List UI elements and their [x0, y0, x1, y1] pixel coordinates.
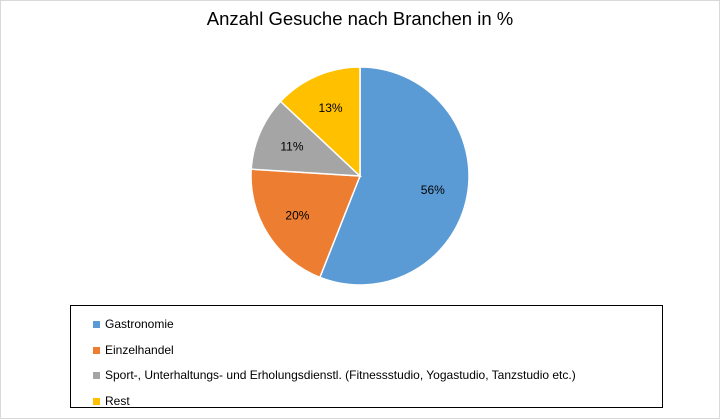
pie-slice-gastronomie: [318, 66, 470, 286]
data-label-gastronomie: 56%: [421, 183, 445, 197]
legend-item-rest: Rest: [71, 389, 662, 415]
legend-label-gastronomie: Gastronomie: [105, 317, 174, 331]
pie-slice-rest: [279, 66, 361, 178]
legend-item-einzelhandel: Einzelhandel: [71, 338, 662, 364]
legend-item-gastronomie: Gastronomie: [71, 312, 662, 338]
legend-swatch-gastronomie: [93, 321, 100, 328]
legend-item-sport: Sport-, Unterhaltungs- und Erholungsdien…: [71, 363, 662, 389]
legend-swatch-sport: [93, 372, 100, 379]
chart-title: Anzahl Gesuche nach Branchen in %: [206, 8, 514, 29]
data-label-sport: 11%: [280, 140, 303, 154]
legend: Gastronomie Einzelhandel Sport-, Unterha…: [70, 305, 663, 408]
legend-swatch-rest: [93, 397, 100, 405]
legend-swatch-einzelhandel: [93, 346, 100, 354]
pie-slice-sport: [250, 100, 363, 177]
data-label-rest: 13%: [319, 101, 343, 115]
data-label-einzelhandel: 20%: [285, 209, 309, 223]
pie-slice-einzelhandel: [250, 168, 362, 279]
legend-label-rest: Rest: [105, 393, 130, 408]
legend-label-einzelhandel: Einzelhandel: [105, 342, 174, 357]
legend-label-sport: Sport-, Unterhaltungs- und Erholungsdien…: [105, 368, 576, 382]
